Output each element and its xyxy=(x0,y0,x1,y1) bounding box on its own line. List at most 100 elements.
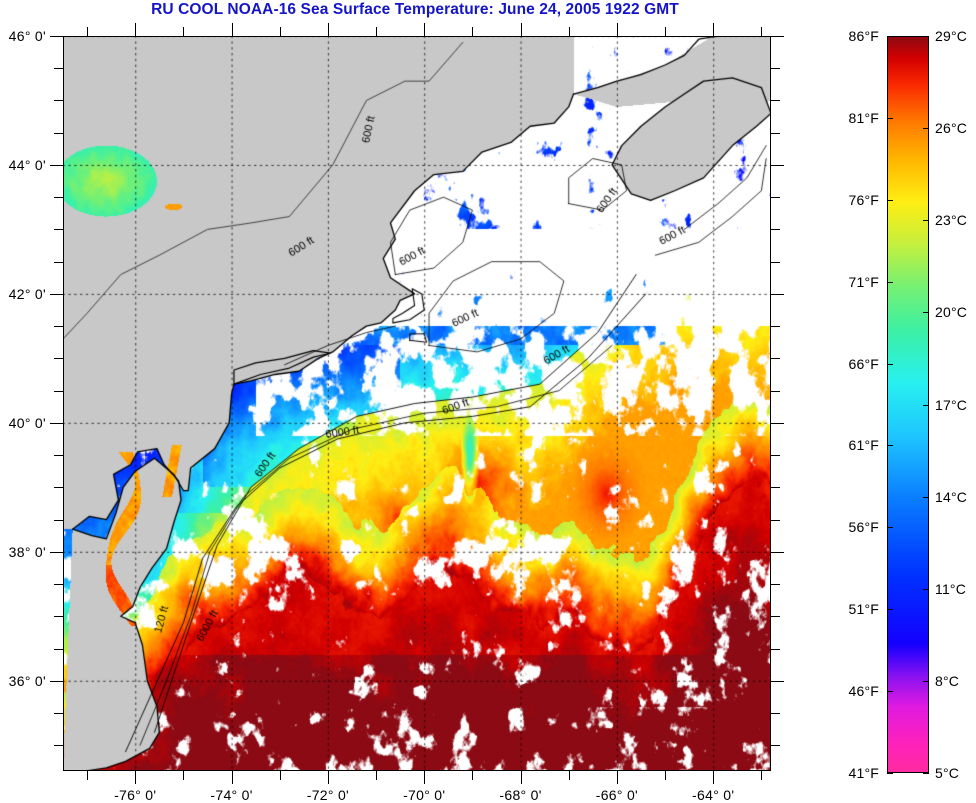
y-tick-minor xyxy=(54,132,63,134)
colorbar-label-celsius: 14°C xyxy=(935,488,968,505)
x-tick-minor xyxy=(761,771,763,780)
colorbar-label-celsius: 20°C xyxy=(935,304,968,321)
y-tick-minor-right xyxy=(771,358,780,360)
x-axis-label: -76° 0' xyxy=(114,787,157,803)
y-tick-minor xyxy=(54,197,63,199)
y-tick-minor xyxy=(54,358,63,360)
y-tick-major-right xyxy=(771,680,784,682)
y-tick-minor xyxy=(54,648,63,650)
x-tick-minor xyxy=(472,771,474,780)
x-tick-minor xyxy=(376,771,378,780)
y-tick-minor-right xyxy=(771,519,780,521)
y-tick-minor xyxy=(54,100,63,102)
x-tick-major xyxy=(424,771,426,784)
y-tick-major xyxy=(50,293,63,295)
x-tick-minor xyxy=(665,771,667,780)
y-tick-minor-right xyxy=(771,197,780,199)
colorbar-tick-f xyxy=(887,445,893,447)
colorbar-tick-f xyxy=(887,363,893,365)
y-tick-minor-right xyxy=(771,100,780,102)
colorbar-label-celsius: 8°C xyxy=(935,672,960,689)
y-tick-major xyxy=(50,680,63,682)
x-tick-minor-top xyxy=(568,27,570,36)
y-tick-major xyxy=(50,36,63,37)
colorbar-tick-c xyxy=(923,128,929,130)
y-tick-major-right xyxy=(771,36,784,37)
colorbar-label-celsius: 29°C xyxy=(935,28,968,44)
x-tick-minor xyxy=(568,771,570,780)
y-tick-major-right xyxy=(771,551,784,553)
x-tick-major xyxy=(135,771,137,784)
colorbar-label-fahrenheit: 71°F xyxy=(848,273,879,290)
y-tick-major-right xyxy=(771,164,784,166)
y-axis-label: 46° 0' xyxy=(8,28,46,44)
colorbar-tick-f xyxy=(887,527,893,529)
x-tick-minor xyxy=(279,771,281,780)
x-tick-minor xyxy=(183,771,185,780)
colorbar-label-fahrenheit: 51°F xyxy=(848,601,879,618)
colorbar-label-fahrenheit: 41°F xyxy=(848,765,879,781)
colorbar-tick-f xyxy=(887,691,893,693)
y-tick-minor xyxy=(54,584,63,586)
y-tick-major xyxy=(50,164,63,166)
y-tick-minor-right xyxy=(771,584,780,586)
y-tick-major xyxy=(50,422,63,424)
colorbar-label-celsius: 23°C xyxy=(935,212,968,229)
x-tick-major-top xyxy=(616,23,618,36)
colorbar-tick-c xyxy=(923,404,929,406)
x-tick-minor-top xyxy=(472,27,474,36)
x-tick-minor-top xyxy=(761,27,763,36)
y-tick-minor-right xyxy=(771,132,780,134)
colorbar-tick-f xyxy=(887,773,893,774)
y-tick-minor xyxy=(54,455,63,457)
y-axis-label: 36° 0' xyxy=(8,672,46,689)
x-tick-major-top xyxy=(327,23,329,36)
y-tick-minor xyxy=(54,745,63,747)
y-tick-minor xyxy=(54,261,63,263)
y-axis-label: 42° 0' xyxy=(8,285,46,302)
x-axis-label: -74° 0' xyxy=(210,787,253,803)
y-tick-minor xyxy=(54,519,63,521)
colorbar-tick-f xyxy=(887,117,893,119)
x-tick-minor-top xyxy=(376,27,378,36)
colorbar-label-fahrenheit: 81°F xyxy=(848,109,879,126)
colorbar-gradient xyxy=(887,36,929,773)
x-axis-label: -64° 0' xyxy=(692,787,735,803)
y-tick-minor xyxy=(54,616,63,618)
colorbar-label-celsius: 17°C xyxy=(935,396,968,413)
y-tick-minor xyxy=(54,68,63,70)
x-tick-major-top xyxy=(135,23,137,36)
y-tick-minor xyxy=(54,390,63,392)
colorbar-tick-c xyxy=(923,312,929,314)
colorbar-label-fahrenheit: 66°F xyxy=(848,355,879,372)
colorbar-label-celsius: 5°C xyxy=(935,765,960,781)
colorbar-tick-c xyxy=(923,773,929,774)
colorbar-label-fahrenheit: 61°F xyxy=(848,437,879,454)
colorbar-tick-c xyxy=(923,588,929,590)
x-tick-major-top xyxy=(424,23,426,36)
colorbar-tick-c xyxy=(923,220,929,222)
colorbar-label-celsius: 26°C xyxy=(935,120,968,137)
y-tick-minor xyxy=(54,712,63,714)
colorbar-tick-f xyxy=(887,199,893,201)
sst-map-plot xyxy=(63,36,771,771)
y-tick-major-right xyxy=(771,293,784,295)
x-tick-major-top xyxy=(520,23,522,36)
x-axis-label: -70° 0' xyxy=(403,787,446,803)
y-tick-minor-right xyxy=(771,712,780,714)
x-tick-minor-top xyxy=(665,27,667,36)
y-tick-minor-right xyxy=(771,455,780,457)
x-axis-label: -66° 0' xyxy=(595,787,639,803)
colorbar-label-celsius: 11°C xyxy=(935,580,967,597)
x-tick-minor-top xyxy=(87,27,89,36)
y-tick-minor xyxy=(54,229,63,231)
colorbar-tick-c xyxy=(923,680,929,682)
x-tick-major-top xyxy=(231,23,233,36)
y-axis-label: 40° 0' xyxy=(8,414,46,431)
y-tick-minor xyxy=(54,326,63,328)
colorbar-label-fahrenheit: 86°F xyxy=(848,28,879,44)
colorbar-tick-f xyxy=(887,281,893,283)
colorbar-label-fahrenheit: 46°F xyxy=(848,683,879,700)
x-tick-major xyxy=(231,771,233,784)
x-tick-major xyxy=(616,771,618,784)
